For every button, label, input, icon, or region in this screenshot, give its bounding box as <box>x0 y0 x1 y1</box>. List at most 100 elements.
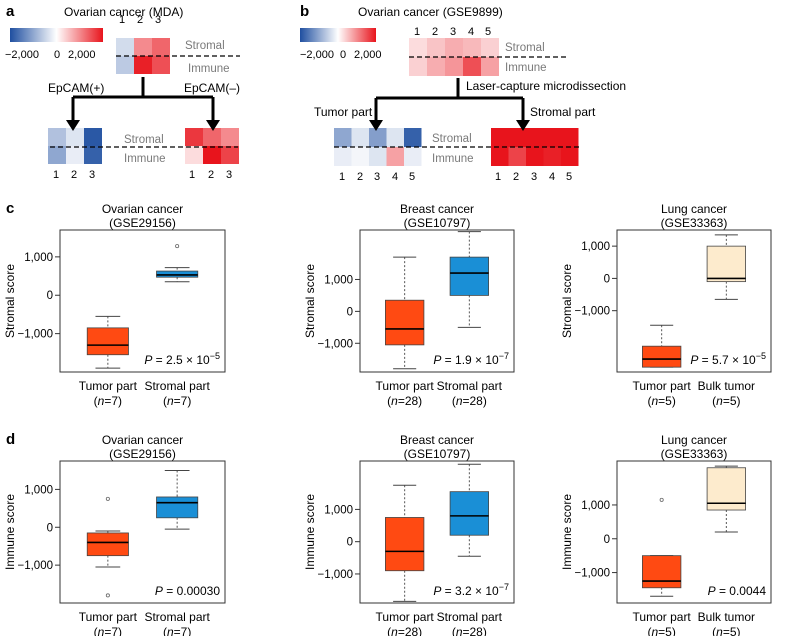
panel-b-right-immune-cell-2 <box>508 147 526 166</box>
chart-d-2-box-1-body <box>385 517 425 572</box>
panel-b-right-immune-cell-5 <box>561 147 579 166</box>
chart-c-1-ytick-label-2: 0 <box>47 290 53 302</box>
chart-d-2-ytick-label-3: −1,000 <box>318 569 354 581</box>
chart-c-2-ytick-label-2: 0 <box>347 306 353 318</box>
panel-a-colorbar-tick-max: 2,000 <box>68 49 96 61</box>
chart-d-1-box-1-outlier-1 <box>105 496 110 501</box>
panel-a-right-immune-cell-1 <box>185 146 203 164</box>
chart-c-2-ylabel: Stromal score <box>303 264 317 338</box>
chart-c-1-p-value: P = 2.5 × 10−5 <box>144 351 220 367</box>
panel-a-top-stromal-label: Stromal <box>185 40 225 52</box>
chart-d-2-ylabel: Immune score <box>303 494 317 570</box>
panel-b-right-sample-2: 2 <box>513 171 519 183</box>
panel-b-left-stromal-cell-1 <box>334 128 352 147</box>
panel-label-c: c <box>6 200 14 217</box>
panel-b-left-stromal-cell-3 <box>369 128 387 147</box>
chart-d-3-ytick-label-1: 1,000 <box>581 500 610 512</box>
panel-b-left-stromal-cell-2 <box>351 128 369 147</box>
panel-a-top-heatmap <box>116 38 240 74</box>
panel-a-right-immune-cell-3 <box>221 146 239 164</box>
chart-c-1-title: Ovarian cancer <box>102 202 183 216</box>
panel-label-d: d <box>6 431 15 448</box>
panel-b-top-sample-1: 1 <box>414 26 420 38</box>
panel-b-top-sample-2: 2 <box>432 26 438 38</box>
panel-a-top-sample-1: 1 <box>119 14 125 26</box>
panel-a-right-stromal-cell-1 <box>185 128 203 146</box>
chart-c-2-p-value: P = 1.9 × 10−7 <box>433 351 509 367</box>
chart-d-1-ytick-label-3: −1,000 <box>18 560 54 572</box>
panel-b-colorbar-tick-min: −2,000 <box>300 49 334 61</box>
panel-a-top-stromal-cell-1 <box>116 38 134 56</box>
panel-a-left-stromal-cell-1 <box>48 128 66 146</box>
chart-c-1-subtitle: (GSE29156) <box>109 216 176 230</box>
panel-b-right-sample-3: 3 <box>531 171 537 183</box>
chart-d-2-ytick-label-1: 1,000 <box>324 504 353 516</box>
chart-d-1-ytick-label-1: 1,000 <box>24 484 53 496</box>
panel-b-left-immune-cell-5 <box>404 147 422 166</box>
box-plot-charts: Ovarian cancer(GSE29156)1,0000−1,000Stro… <box>3 202 772 636</box>
panel-a-right-stromal-cell-3 <box>221 128 239 146</box>
panel-b-top-immune-cell-1 <box>409 57 427 76</box>
panel-b-top-stromal-cell-2 <box>427 38 445 57</box>
panel-b-left-sample-3: 3 <box>374 171 380 183</box>
panel-b-right-sample-5: 5 <box>566 171 572 183</box>
chart-d-2-title: Breast cancer <box>400 433 474 447</box>
panel-a-top-stromal-cell-3 <box>152 38 170 56</box>
panel-label-b: b <box>300 3 309 20</box>
chart-d-1-n-label-1: (n=7) <box>94 625 122 636</box>
chart-d-1-n-label-2: (n=7) <box>163 625 191 636</box>
panel-b-left-immune-cell-2 <box>351 147 369 166</box>
panel-a-right-sample-2: 2 <box>208 169 214 181</box>
panel-a-left-immune-cell-1 <box>48 146 66 164</box>
panel-b-right-immune-cell-1 <box>491 147 509 166</box>
chart-c-2-category-2: Stromal part <box>437 379 503 393</box>
chart-c-3-frame <box>616 229 772 373</box>
panel-b-top-heatmap <box>409 38 569 76</box>
chart-c-3-ylabel: Stromal score <box>560 264 574 338</box>
panel-b-stromal-part-label: Stromal part <box>530 105 596 119</box>
chart-d-1-ylabel: Immune score <box>3 494 17 570</box>
panel-a-left-heatmap <box>48 128 102 164</box>
chart-d-1: Ovarian cancer(GSE29156) 1,000 0 −1,000Immu… <box>3 433 226 636</box>
panel-b-left-stromal-cell-5 <box>404 128 422 147</box>
chart-d-3-category-1: Tumor part <box>633 610 692 624</box>
panel-a-right-sample-3: 3 <box>226 169 232 181</box>
panel-b-top-stromal-cell-5 <box>481 38 499 57</box>
chart-c-3-box-1-body <box>642 345 682 368</box>
panel-b-right-stromal-cell-1 <box>491 128 509 147</box>
panel-b-top-immune-cell-5 <box>481 57 499 76</box>
panel-a-left-immune-cell-3 <box>84 146 102 164</box>
panel-a-split-arrow <box>71 77 215 122</box>
chart-c-2-subtitle: (GSE10797) <box>404 216 471 230</box>
panel-b-right-immune-cell-4 <box>543 147 561 166</box>
panel-b-top-sample-3: 3 <box>450 26 456 38</box>
panel-b-colorbar-tick-max: 2,000 <box>354 49 382 61</box>
panel-a-colorbar-tick-zero: 0 <box>54 49 60 61</box>
chart-c-1-ytick-label-1: 1,000 <box>24 252 53 264</box>
chart-d-2-frame <box>359 460 515 604</box>
chart-c-1-n-label-2: (n=7) <box>163 394 191 408</box>
panel-a-left-immune-cell-2 <box>66 146 84 164</box>
chart-d-3-n-label-2: (n=5) <box>712 625 740 636</box>
chart-d-2-n-label-2: (n=28) <box>452 625 487 636</box>
chart-d-1-subtitle: (GSE29156) <box>109 447 176 461</box>
panel-a-colorbar-tick-min: −2,000 <box>5 49 39 61</box>
panel-a-left-arrowhead <box>66 120 80 131</box>
chart-c-2-frame <box>359 229 515 373</box>
panel-b-right-sample-1: 1 <box>495 171 501 183</box>
chart-d-1-box-1-outlier-2 <box>105 593 110 598</box>
chart-d-3-ytick-label-3: −1,000 <box>575 568 611 580</box>
panel-a-left-sample-2: 2 <box>71 169 77 181</box>
panel-b-right-stromal-cell-5 <box>561 128 579 147</box>
panel-a-left-stromal-cell-3 <box>84 128 102 146</box>
panel-b-left-sample-4: 4 <box>392 171 398 183</box>
chart-d-3-box-1-outlier-1 <box>659 497 664 502</box>
panel-a-right-sample-1: 1 <box>189 169 195 181</box>
panel-b-colorbar-tick-zero: 0 <box>340 49 346 61</box>
panel-b-right-stromal-cell-2 <box>508 128 526 147</box>
chart-c-2-ytick-label-1: 1,000 <box>324 274 353 286</box>
panel-b-left-immune-cell-3 <box>369 147 387 166</box>
chart-d-2-category-2: Stromal part <box>437 610 503 624</box>
panel-a-right-immune-cell-2 <box>203 146 221 164</box>
